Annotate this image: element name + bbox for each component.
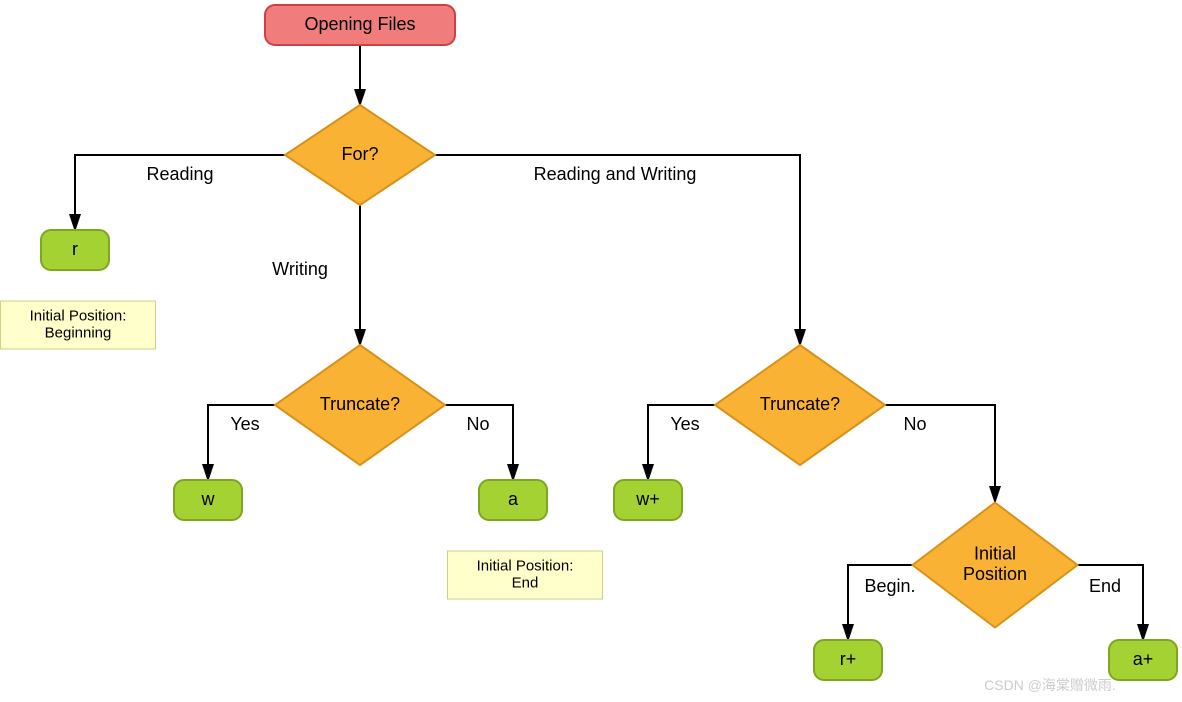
- node-start: Opening Files: [265, 5, 455, 45]
- edge-trunc2-initpos: No: [885, 405, 995, 502]
- flowchart-diagram: Reading Writing Reading and Writing Yes No Ye…: [0, 0, 1182, 702]
- node-for: For?: [285, 105, 435, 205]
- svg-text:Truncate?: Truncate?: [320, 394, 400, 414]
- svg-text:a: a: [508, 489, 519, 509]
- node-w: w: [174, 480, 242, 520]
- edge-for-trunc2: Reading and Writing: [435, 155, 800, 345]
- svg-text:Initial Position:: Initial Position:: [30, 307, 127, 324]
- node-rplus: r+: [814, 640, 882, 680]
- edge-label: Yes: [230, 414, 259, 434]
- node-trunc2: Truncate?: [715, 345, 885, 465]
- node-initpos: InitialPosition: [913, 503, 1078, 628]
- edge-label: No: [903, 414, 926, 434]
- edge-label: Reading and Writing: [534, 164, 697, 184]
- svg-text:r: r: [72, 239, 78, 259]
- edge-for-trunc1: Writing: [272, 205, 360, 345]
- edge-label: End: [1089, 576, 1121, 596]
- svg-text:Truncate?: Truncate?: [760, 394, 840, 414]
- edge-label: No: [466, 414, 489, 434]
- node-aplus: a+: [1109, 640, 1177, 680]
- edge-trunc1-a: No: [445, 405, 513, 480]
- svg-text:a+: a+: [1133, 649, 1154, 669]
- svg-text:Initial Position:: Initial Position:: [477, 557, 574, 574]
- edge-trunc1-w: Yes: [208, 405, 275, 480]
- node-a: a: [479, 480, 547, 520]
- node-note1: Initial Position:Beginning: [1, 301, 156, 349]
- edge-label: Writing: [272, 259, 328, 279]
- svg-text:r+: r+: [840, 649, 857, 669]
- svg-text:w: w: [201, 489, 216, 509]
- svg-text:w+: w+: [635, 489, 660, 509]
- svg-text:Beginning: Beginning: [45, 325, 112, 342]
- node-note2: Initial Position:End: [448, 551, 603, 599]
- svg-text:Opening Files: Opening Files: [304, 14, 415, 34]
- edge-initpos-aplus: End: [1078, 565, 1143, 640]
- edge-label: Yes: [670, 414, 699, 434]
- edge-trunc2-wplus: Yes: [648, 405, 715, 480]
- edge-for-r: Reading: [75, 155, 285, 230]
- node-r: r: [41, 230, 109, 270]
- node-trunc1: Truncate?: [275, 345, 445, 465]
- edge-label: Reading: [146, 164, 213, 184]
- watermark-text: CSDN @海棠赠微雨.: [984, 677, 1116, 693]
- svg-text:End: End: [512, 575, 539, 592]
- svg-text:For?: For?: [341, 144, 378, 164]
- svg-text:Position: Position: [963, 564, 1027, 584]
- svg-text:Initial: Initial: [974, 543, 1016, 563]
- edge-initpos-rplus: Begin.: [848, 565, 916, 640]
- node-wplus: w+: [614, 480, 682, 520]
- edge-label: Begin.: [864, 576, 915, 596]
